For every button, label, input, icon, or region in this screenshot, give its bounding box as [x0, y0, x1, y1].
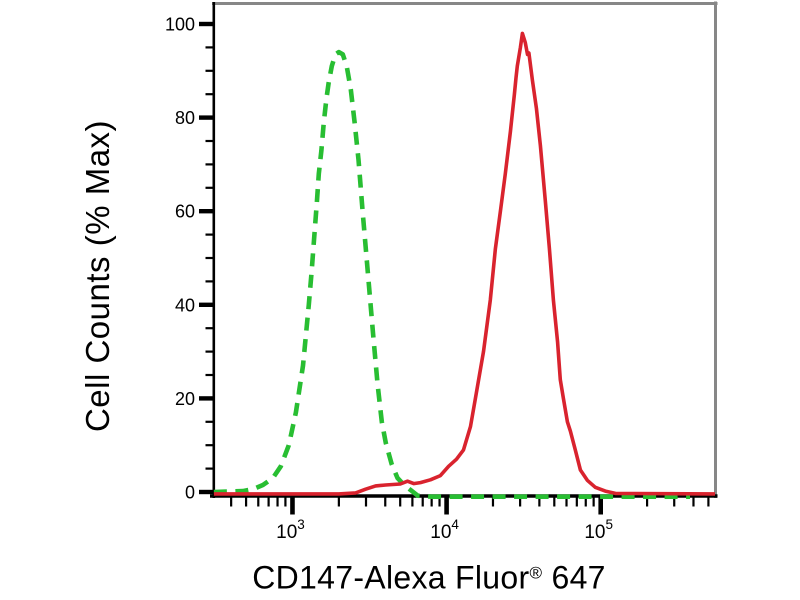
x-axis-title-main: CD147-Alexa Fluor	[252, 559, 530, 596]
y-tick-label: 40	[175, 295, 195, 315]
x-tick-label: 104	[430, 517, 459, 543]
y-axis-title: Cell Counts (% Max)	[79, 120, 117, 432]
y-tick-label: 80	[175, 108, 195, 128]
x-axis-title-suffix: 647	[542, 559, 606, 596]
y-tick-label: 20	[175, 389, 195, 409]
green-dashed-curve	[213, 49, 690, 500]
y-axis-title-text: Cell Counts (% Max)	[79, 119, 116, 433]
y-tick-label: 100	[165, 15, 195, 35]
x-tick-label: 103	[276, 517, 305, 543]
y-tick-label: 0	[185, 483, 195, 503]
x-axis-title-reg: ®	[529, 563, 543, 583]
x-tick-label: 105	[584, 517, 613, 543]
x-axis-title: CD147-Alexa Fluor® 647	[252, 560, 606, 597]
y-tick-label: 60	[175, 202, 195, 222]
red-solid-curve	[213, 31, 716, 496]
